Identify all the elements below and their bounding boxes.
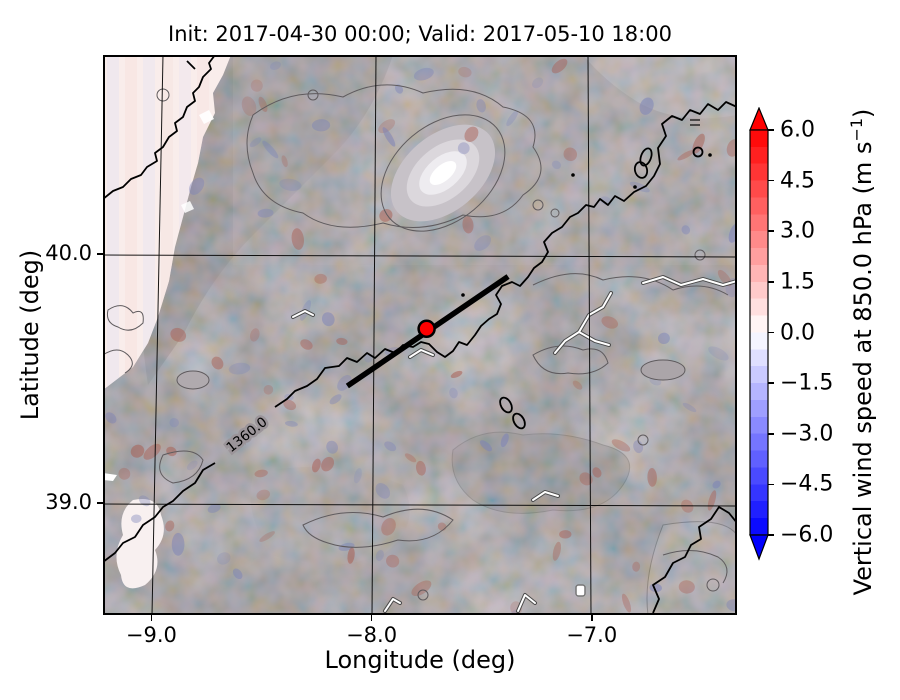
colorbar-tick-label: 3.0 <box>780 218 815 244</box>
colorbar-tick-mark <box>768 179 774 182</box>
colorbar-label: Vertical wind speed at 850.0 hPa (m s−1) <box>847 109 877 596</box>
colorbar-tick-mark <box>768 483 774 486</box>
x-axis-label: Longitude (deg) <box>324 646 516 674</box>
colorbar-tick-mark <box>768 129 774 131</box>
y-axis-label: Latitude (deg) <box>16 249 44 421</box>
colorbar-extend-max-arrow <box>749 107 769 131</box>
colorbar-tick-label: −1.5 <box>780 370 834 396</box>
colorbar-tick-mark <box>768 432 774 435</box>
map-canvas: 1360.0 <box>103 55 737 615</box>
y-tick-label: 40.0 <box>45 241 92 266</box>
colorbar-tick-label: −3.0 <box>780 421 834 447</box>
location-marker <box>417 319 436 339</box>
colorbar-tick-mark <box>768 331 774 334</box>
map-plot: 1360.0 <box>103 55 737 615</box>
x-tick-label: −7.0 <box>566 623 618 647</box>
graticule <box>103 55 737 615</box>
colorbar <box>749 107 769 561</box>
colorbar-tick-label: 1.5 <box>780 269 815 295</box>
colorbar-tick-label: 4.5 <box>780 168 815 194</box>
colorbar-tick-mark <box>768 534 774 536</box>
plot-title: Init: 2017-04-30 00:00; Valid: 2017-05-1… <box>168 22 672 46</box>
y-tick-mark <box>97 253 103 255</box>
colorbar-tick-mark <box>768 281 774 283</box>
x-tick-label: −8.0 <box>346 623 398 647</box>
x-tick-mark <box>150 615 153 621</box>
x-tick-mark <box>370 615 373 621</box>
colorbar-tick-mark <box>768 230 774 233</box>
colorbar-tick-label: 0.0 <box>780 320 815 345</box>
colorbar-extend-min-arrow <box>749 534 769 561</box>
colorbar-tick-mark <box>768 382 774 384</box>
colorbar-tick-label: −4.5 <box>780 471 834 497</box>
river-channels <box>291 275 737 613</box>
y-tick-mark <box>97 502 103 504</box>
colorbar-label-close: ) <box>849 108 877 118</box>
x-tick-label: −9.0 <box>125 623 177 647</box>
geopotential-contours <box>103 55 737 614</box>
colorbar-label-text: Vertical wind speed at 850.0 hPa (m s <box>849 141 877 596</box>
y-tick-label: 39.0 <box>45 490 92 515</box>
x-tick-mark <box>590 615 593 621</box>
colorbar-label-superscript: −1 <box>847 117 866 142</box>
map-border <box>103 55 737 615</box>
colorbar-tick-label: −6.0 <box>780 522 834 548</box>
colorbar-tick-label: 6.0 <box>780 117 815 143</box>
colorbar-gradient <box>749 129 769 536</box>
terrain-contours <box>103 84 729 601</box>
